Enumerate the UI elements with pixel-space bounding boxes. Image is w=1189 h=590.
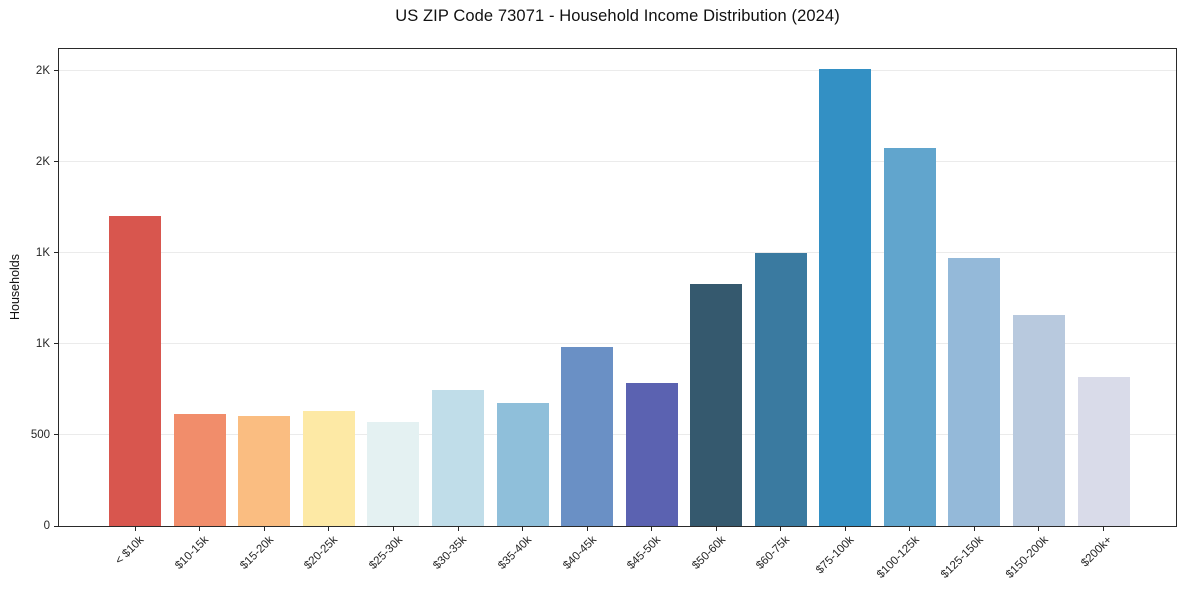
y-axis-label: Households: [8, 253, 22, 321]
x-tick-label-text: $10-15k: [173, 534, 212, 572]
x-tick-mark: [134, 526, 136, 531]
x-tick-mark: [909, 526, 911, 531]
y-tick-mark: [54, 70, 59, 72]
y-tick-mark: [54, 343, 59, 345]
y-tick-mark: [54, 161, 59, 163]
bar-10k: [109, 215, 162, 526]
x-tick-mark: [844, 526, 846, 531]
x-tick-mark: [586, 526, 588, 531]
x-tick-label-text: $75-100k: [814, 534, 857, 577]
x-tick-label-text: $20-25k: [302, 534, 341, 572]
y-tick-mark: [54, 434, 59, 436]
x-tick-mark: [1103, 526, 1105, 531]
x-tick-mark: [973, 526, 975, 531]
x-tick-mark: [457, 526, 459, 531]
x-tick-mark: [715, 526, 717, 531]
bar-75-100k: [819, 68, 872, 526]
y-tick-label: 2K: [35, 155, 50, 168]
x-tick-mark: [1038, 526, 1040, 531]
x-tick-label-text: $200k+: [1079, 534, 1116, 570]
x-tick-mark: [199, 526, 201, 531]
x-tick-label-text: $100-125k: [874, 534, 922, 581]
x-tick-mark: [522, 526, 524, 531]
bar-10-15k: [173, 413, 226, 526]
y-tick-label: 0: [43, 520, 50, 532]
y-gridline: [59, 434, 1176, 436]
bar-30-35k: [432, 390, 485, 526]
x-tick-mark: [263, 526, 265, 531]
y-tick-label: 500: [30, 428, 50, 441]
x-tick-label-text: $25-30k: [367, 534, 405, 572]
x-tick-mark: [328, 526, 330, 531]
bar-100-125k: [883, 148, 936, 526]
y-tick-mark: [54, 252, 59, 254]
bar-45-50k: [625, 383, 678, 526]
x-tick-mark: [780, 526, 782, 531]
x-tick-label-text: $30-35k: [431, 534, 470, 572]
x-tick-label-text: $35-40k: [496, 534, 535, 572]
x-tick-mark: [392, 526, 394, 531]
bar-150-200k: [1012, 314, 1065, 526]
x-tick-label-text: $150-200k: [1003, 534, 1051, 581]
x-tick-label-text: < $10k: [113, 534, 147, 568]
plot-area: 0 500 1K 1K 2K 2K < $10k $10-15k $15-20k $20-25k $…: [31, 48, 1177, 581]
bar-60-75k: [754, 253, 807, 526]
y-gridline: [59, 70, 1176, 72]
y-gridline: [59, 343, 1176, 345]
y-tick-label: 2K: [35, 64, 50, 77]
chart-title: US ZIP Code 73071 - Household Income Dis…: [395, 7, 840, 25]
bar-125-150k: [948, 257, 1001, 526]
bar-50-60k: [690, 284, 743, 526]
y-tick-mark: [54, 525, 59, 527]
x-tick-label-text: $40-45k: [560, 534, 599, 572]
x-tick-mark: [651, 526, 653, 531]
y-tick-label: 1K: [35, 337, 50, 350]
bar-35-40k: [496, 403, 549, 526]
bar-40-45k: [561, 347, 614, 526]
x-tick-label-text: $60-75k: [754, 534, 793, 572]
x-tick-label-text: $15-20k: [237, 534, 276, 572]
x-tick-label-text: $50-60k: [689, 534, 728, 572]
bar-20-25k: [302, 410, 355, 526]
x-tick-label-text: $45-50k: [625, 534, 664, 572]
x-tick-label-text: $125-150k: [938, 534, 986, 581]
y-tick-label: 1K: [35, 246, 50, 259]
bar-15-20k: [238, 416, 291, 526]
y-gridline: [59, 161, 1176, 163]
bar-25-30k: [367, 421, 420, 526]
y-gridline: [59, 252, 1176, 254]
bar-200k: [1077, 376, 1130, 526]
